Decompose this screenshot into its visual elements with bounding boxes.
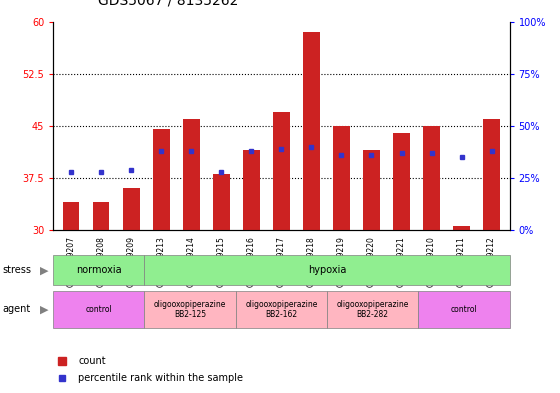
Bar: [453, 226, 470, 230]
Bar: [63, 202, 80, 230]
Bar: [183, 119, 199, 230]
Text: oligooxopiperazine
BB2-125: oligooxopiperazine BB2-125: [154, 300, 226, 319]
Bar: [393, 133, 410, 230]
Text: ▶: ▶: [40, 265, 49, 275]
Bar: [236, 291, 327, 328]
Bar: [423, 126, 440, 230]
Text: control: control: [86, 305, 112, 314]
Text: oligooxopiperazine
BB2-162: oligooxopiperazine BB2-162: [245, 300, 318, 319]
Text: stress: stress: [3, 265, 32, 275]
Text: count: count: [78, 356, 106, 366]
Bar: [483, 119, 500, 230]
Text: hypoxia: hypoxia: [308, 265, 346, 275]
Text: agent: agent: [3, 305, 31, 314]
Bar: [303, 32, 320, 230]
Text: oligooxopiperazine
BB2-282: oligooxopiperazine BB2-282: [337, 300, 409, 319]
Bar: [144, 291, 236, 328]
Bar: [327, 291, 418, 328]
Text: ▶: ▶: [40, 305, 49, 314]
Bar: [53, 291, 144, 328]
Bar: [333, 126, 349, 230]
Bar: [418, 291, 510, 328]
Text: normoxia: normoxia: [76, 265, 122, 275]
Bar: [363, 150, 380, 230]
Text: percentile rank within the sample: percentile rank within the sample: [78, 373, 243, 383]
Bar: [93, 202, 110, 230]
Bar: [273, 112, 290, 230]
Bar: [144, 255, 510, 285]
Bar: [153, 129, 170, 230]
Bar: [123, 188, 139, 230]
Bar: [243, 150, 260, 230]
Bar: [53, 255, 144, 285]
Bar: [213, 174, 230, 230]
Text: GDS5067 / 8135262: GDS5067 / 8135262: [98, 0, 239, 8]
Text: control: control: [451, 305, 477, 314]
